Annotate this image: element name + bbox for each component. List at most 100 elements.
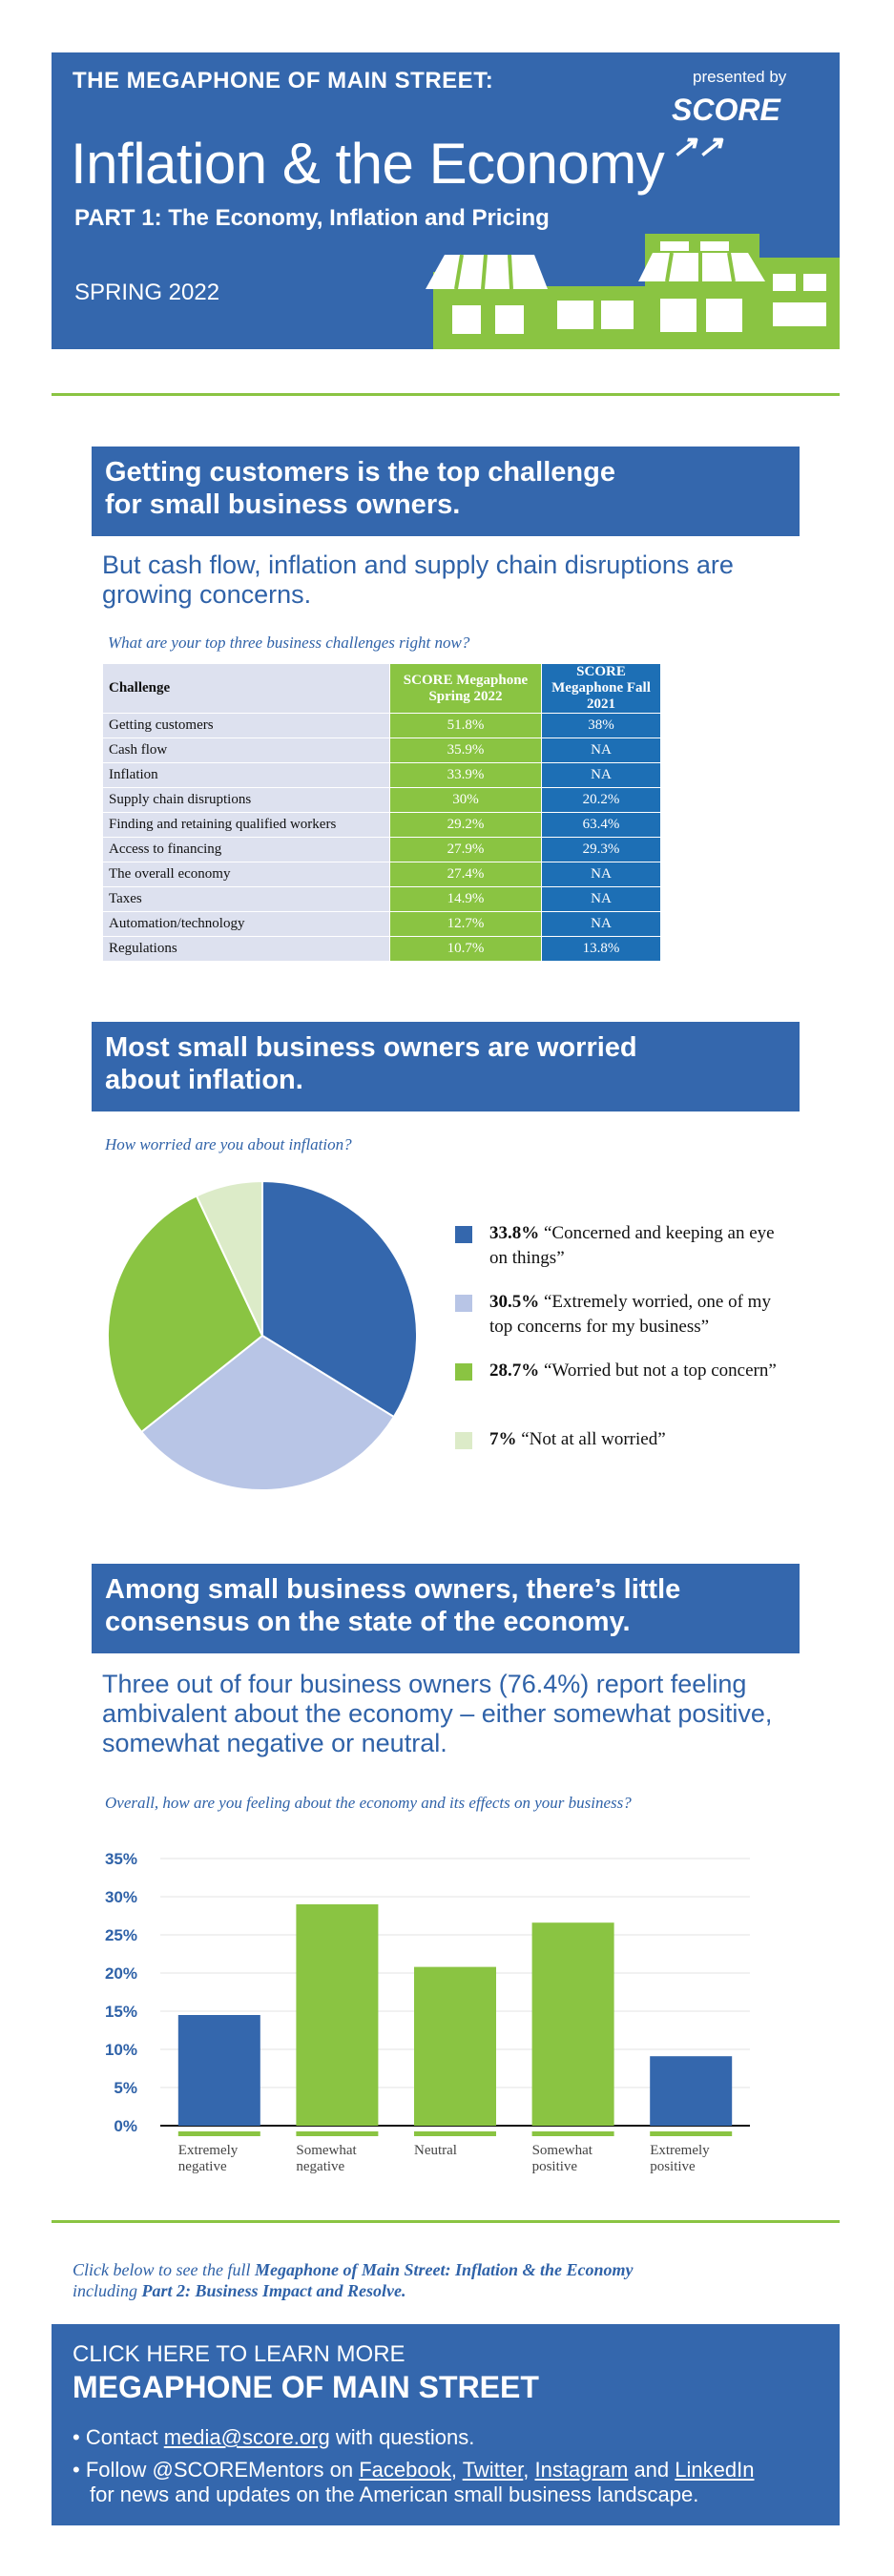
y-tick-label: 5% (114, 2079, 137, 2097)
challenge-cell: Finding and retaining qualified workers (102, 812, 390, 838)
bar (414, 1966, 496, 2126)
legend-label: 7% “Not at all worried” (489, 1427, 785, 1452)
bar (177, 2015, 260, 2126)
contact-suffix: with questions. (329, 2425, 475, 2449)
category-underline (414, 2131, 496, 2136)
page-subtitle: PART 1: The Economy, Inflation and Prici… (74, 205, 550, 231)
footer-note-line2-prefix: including (73, 2281, 142, 2300)
x-tick-label: negative (178, 2159, 227, 2174)
challenges-table: Challenge SCORE Megaphone Spring 2022 SC… (102, 663, 661, 962)
inflation-question: How worried are you about inflation? (105, 1135, 352, 1153)
facebook-link[interactable]: Facebook (359, 2458, 451, 2482)
table-row: Access to financing 27.9% 29.3% (102, 837, 661, 862)
challenges-question: What are your top three business challen… (108, 634, 470, 652)
spring-2022-cell: 10.7% (389, 936, 542, 962)
table-row: Finding and retaining qualified workers 2… (102, 812, 661, 838)
legend-swatch (455, 1432, 472, 1449)
challenge-cell: Supply chain disruptions (102, 787, 390, 813)
table-row: Inflation 33.9% NA (102, 762, 661, 788)
bar (650, 2056, 733, 2126)
season-label: SPRING 2022 (74, 280, 220, 305)
spring-2022-cell: 14.9% (389, 886, 542, 912)
score-logo-text: SCORE (672, 93, 780, 127)
x-tick-label: Somewhat (296, 2143, 357, 2158)
fall-2021-cell: 38% (541, 713, 661, 738)
section3-banner: Among small business owners, there’s lit… (92, 1564, 800, 1653)
table-row: Automation/technology 12.7% NA (102, 911, 661, 937)
page-title: Inflation & the Economy (71, 132, 665, 196)
legend-percent: 28.7% (489, 1361, 544, 1381)
section1-lead: But cash flow, inflation and supply chai… (102, 551, 808, 610)
contact-line: • Contact media@score.org with questions… (73, 2425, 474, 2450)
spring-2022-cell: 51.8% (389, 713, 542, 738)
section2-banner-line1: Most small business owners are worried (105, 1032, 637, 1063)
y-tick-label: 30% (105, 1888, 137, 1906)
follow-line: • Follow @SCOREMentors on Facebook, Twit… (73, 2458, 836, 2507)
header-banner: THE MEGAPHONE OF MAIN STREET: Inflation … (52, 52, 840, 349)
x-tick-label: Neutral (414, 2143, 457, 2158)
challenge-cell: Access to financing (102, 837, 390, 862)
table-row: Getting customers 51.8% 38% (102, 713, 661, 738)
x-tick-label: negative (296, 2159, 344, 2174)
legend-text: “Extremely worried, one of my top concer… (489, 1292, 771, 1337)
y-tick-label: 10% (105, 2041, 137, 2059)
cta-click-here[interactable]: CLICK HERE TO LEARN MORE (73, 2341, 405, 2367)
email-link[interactable]: media@score.org (163, 2425, 330, 2449)
bar (296, 1904, 379, 2126)
bar (531, 1922, 614, 2126)
col-header-spring-2022: SCORE Megaphone Spring 2022 (389, 663, 542, 714)
contact-prefix: • Contact (73, 2425, 164, 2449)
legend-swatch (455, 1363, 472, 1381)
challenge-cell: Regulations (102, 936, 390, 962)
instagram-link[interactable]: Instagram (534, 2458, 629, 2482)
x-tick-label: positive (532, 2159, 578, 2174)
follow-line2: for news and updates on the American sma… (90, 2483, 699, 2506)
challenge-cell: Getting customers (102, 713, 390, 738)
section3-lead: Three out of four business owners (76.4%… (102, 1670, 827, 1758)
twitter-link[interactable]: Twitter (462, 2458, 524, 2482)
legend-text: “Concerned and keeping an eye on things” (489, 1223, 775, 1268)
economy-question: Overall, how are you feeling about the e… (105, 1794, 632, 1812)
inflation-pie-chart (107, 1179, 418, 1491)
category-underline (177, 2131, 260, 2136)
pie-slice (195, 1179, 263, 1337)
spring-2022-cell: 29.2% (389, 812, 542, 838)
logo-arrows-icon: ↗↗ (672, 129, 723, 163)
footer-divider (52, 2220, 840, 2223)
spring-2022-cell: 27.9% (389, 837, 542, 862)
challenge-cell: The overall economy (102, 862, 390, 887)
category-underline (531, 2131, 614, 2136)
score-logo: SCORE ↗↗ (672, 93, 840, 164)
footer-note-report-title: Megaphone of Main Street: Inflation & th… (254, 2260, 634, 2279)
sep2: , (523, 2458, 535, 2482)
challenge-cell: Cash flow (102, 737, 390, 763)
fall-2021-cell: NA (541, 762, 661, 788)
legend-text: “Not at all worried” (521, 1429, 666, 1449)
legend-label: 28.7% “Worried but not a top concern” (489, 1359, 785, 1383)
fall-2021-cell: 20.2% (541, 787, 661, 813)
learn-more-cta[interactable]: CLICK HERE TO LEARN MORE MEGAPHONE OF MA… (52, 2324, 840, 2525)
linkedin-link[interactable]: LinkedIn (675, 2458, 755, 2482)
section3-lead-line3: somewhat negative or neutral. (102, 1729, 447, 1757)
legend-label: 33.8% “Concerned and keeping an eye on t… (489, 1221, 785, 1271)
presented-by-label: presented by (693, 68, 787, 86)
section1-banner: Getting customers is the top challenge f… (92, 447, 800, 536)
cta-title[interactable]: MEGAPHONE OF MAIN STREET (73, 2370, 539, 2404)
pie-slice (261, 1179, 418, 1419)
section1-lead-line2: growing concerns. (102, 580, 312, 609)
table-row: Cash flow 35.9% NA (102, 737, 661, 763)
category-underline (650, 2131, 733, 2136)
legend-swatch (455, 1226, 472, 1243)
economy-bar-chart: 0%5%10%15%20%25%30%35%ExtremelynegativeS… (105, 1850, 750, 2174)
challenge-cell: Taxes (102, 886, 390, 912)
spring-2022-cell: 27.4% (389, 862, 542, 887)
y-tick-label: 15% (105, 2003, 137, 2021)
footer-note-prefix: Click below to see the full (73, 2260, 255, 2279)
storefront-illustration (426, 234, 840, 349)
pie-slice (139, 1334, 396, 1491)
section3-banner-line1: Among small business owners, there’s lit… (105, 1574, 681, 1605)
legend-swatch (455, 1295, 472, 1312)
x-tick-label: positive (650, 2159, 696, 2174)
footer-note: Click below to see the full Megaphone of… (73, 2259, 634, 2301)
y-tick-label: 25% (105, 1926, 137, 1944)
